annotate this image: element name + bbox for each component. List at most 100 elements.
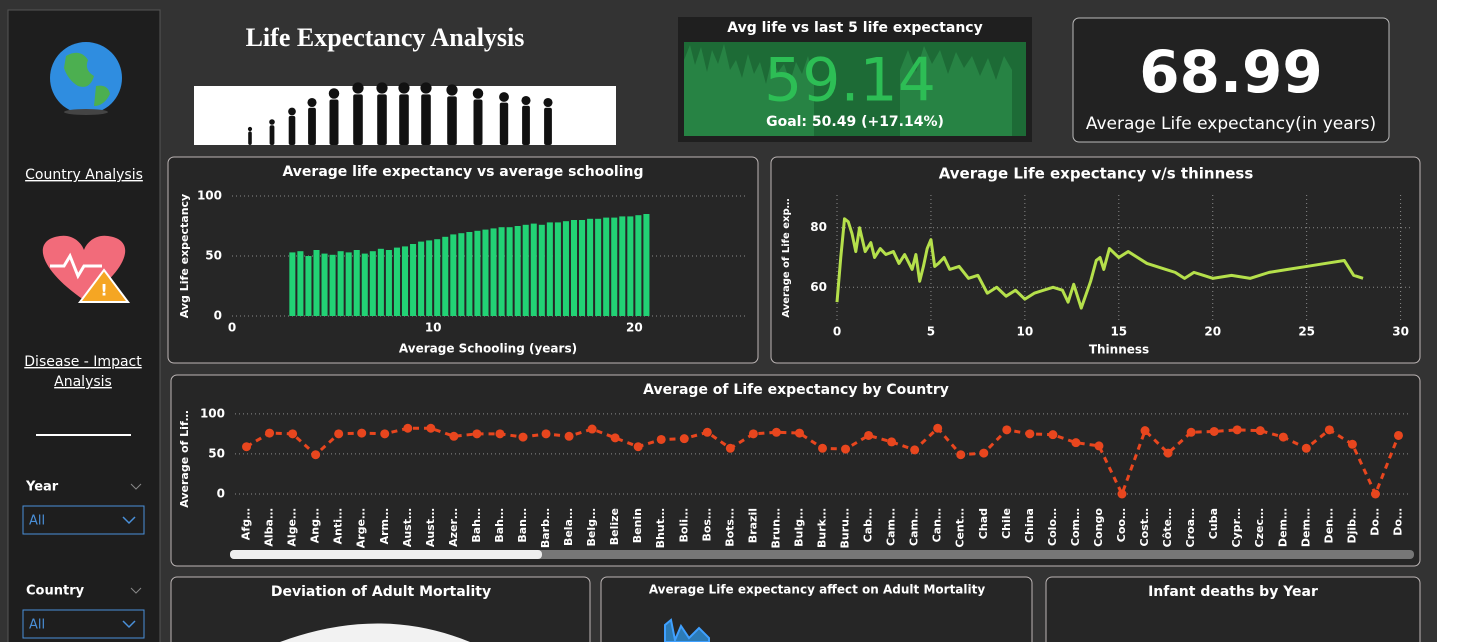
bar [474, 230, 481, 316]
marker [841, 444, 851, 454]
silhouette [248, 131, 252, 145]
marker [1301, 443, 1311, 453]
chevron [130, 587, 142, 594]
x-axis-label: Average Schooling (years) [399, 342, 577, 356]
marker [702, 427, 712, 437]
x-tick-label: Bah… [470, 508, 483, 543]
filter-label: Year [25, 480, 59, 495]
dropdown[interactable] [22, 505, 145, 535]
bar [361, 253, 368, 316]
silhouette [472, 88, 484, 99]
dropdown-value[interactable]: All [29, 514, 45, 529]
globe-icon [50, 42, 122, 115]
marker [380, 429, 390, 439]
marker [771, 427, 781, 437]
y-tick-label: 50 [208, 446, 225, 460]
silhouette [399, 94, 409, 145]
x-tick-label: Arge… [355, 508, 368, 548]
x-tick-label: Aust… [401, 508, 414, 547]
x-tick-label: 20 [626, 321, 643, 335]
x-tick-label: Can… [931, 508, 944, 542]
silhouette [521, 95, 531, 106]
silhouette [447, 96, 457, 145]
silhouette [329, 99, 339, 145]
nav-link[interactable]: Disease - Impact Analysis [24, 354, 142, 390]
bar [385, 250, 392, 316]
nav-link[interactable]: Country Analysis [25, 167, 143, 183]
marker [933, 423, 943, 433]
x-tick-label: Brun… [769, 508, 782, 548]
x-tick-label: Cam… [885, 508, 898, 546]
marker [449, 431, 459, 441]
x-tick-label: China [1023, 508, 1036, 543]
marker [910, 445, 920, 455]
chevron [122, 516, 136, 525]
dropdown[interactable] [22, 609, 145, 639]
x-tick-label: Bos… [700, 508, 713, 542]
bar [570, 220, 578, 316]
marker [656, 434, 666, 444]
dropdown-value[interactable]: All [29, 618, 45, 633]
heart-icon: ! [42, 235, 130, 303]
silhouette [499, 102, 509, 145]
x-tick-label: Do… [1391, 508, 1404, 536]
marker [818, 443, 827, 453]
marker [1232, 425, 1242, 435]
bar [506, 227, 513, 316]
chart-panel [170, 374, 1421, 567]
bar [313, 250, 320, 316]
marker [725, 443, 735, 453]
bar [562, 221, 569, 316]
y-tick-label: 100 [197, 189, 222, 203]
dashboard-title: Life Expectancy Analysis [246, 23, 525, 52]
marker [1186, 427, 1196, 437]
marker [1209, 426, 1219, 436]
marker [495, 429, 505, 439]
x-tick-label: Anti… [332, 508, 345, 544]
x-tick-label: Bah… [493, 508, 506, 543]
bar [337, 251, 344, 316]
filter-label: Country [26, 584, 85, 599]
bar [603, 217, 610, 316]
silhouette [308, 107, 316, 145]
marker [265, 428, 275, 438]
svg-text:!: ! [100, 281, 107, 300]
marker [864, 430, 874, 440]
y-tick-label: 0 [214, 309, 222, 323]
marker [311, 450, 321, 460]
x-tick-label: Ang… [309, 508, 322, 543]
marker [1324, 425, 1334, 435]
silhouette [499, 92, 509, 102]
kpi-value: 68.99 [1139, 38, 1322, 106]
y-axis-label: Average of Life exp… [781, 198, 792, 317]
kpi-trend [684, 44, 1012, 136]
x-tick-label: Congo [1092, 508, 1105, 547]
chevron [122, 620, 136, 629]
scroll-thumb[interactable] [230, 550, 542, 559]
kpi-goal: Goal: 50.49 (+17.14%) [766, 114, 944, 130]
panel-title: Infant deaths by Year [1148, 584, 1318, 600]
marker [288, 429, 298, 439]
marker [887, 437, 897, 447]
bar [297, 251, 304, 316]
silhouette [446, 84, 458, 96]
marker [1117, 489, 1127, 499]
x-tick-label: Cent… [954, 508, 967, 548]
x-tick-label: Afg… [240, 508, 253, 540]
bar [595, 218, 602, 316]
marker [472, 429, 482, 439]
bar [458, 233, 465, 316]
panel-title: Average Life expectancy affect on Adult … [649, 583, 986, 597]
x-tick-label: 5 [927, 325, 935, 339]
bar [538, 224, 545, 316]
x-tick-label: Dem… [1276, 508, 1289, 547]
marker [956, 450, 966, 460]
x-tick-label: Bulg… [792, 508, 805, 547]
bar [345, 252, 352, 316]
bar [305, 256, 312, 316]
x-tick-label: Boli… [677, 508, 690, 542]
silhouette [376, 82, 388, 94]
x-tick-label: 15 [1110, 325, 1127, 339]
bar [450, 234, 457, 316]
marker [1347, 439, 1357, 449]
